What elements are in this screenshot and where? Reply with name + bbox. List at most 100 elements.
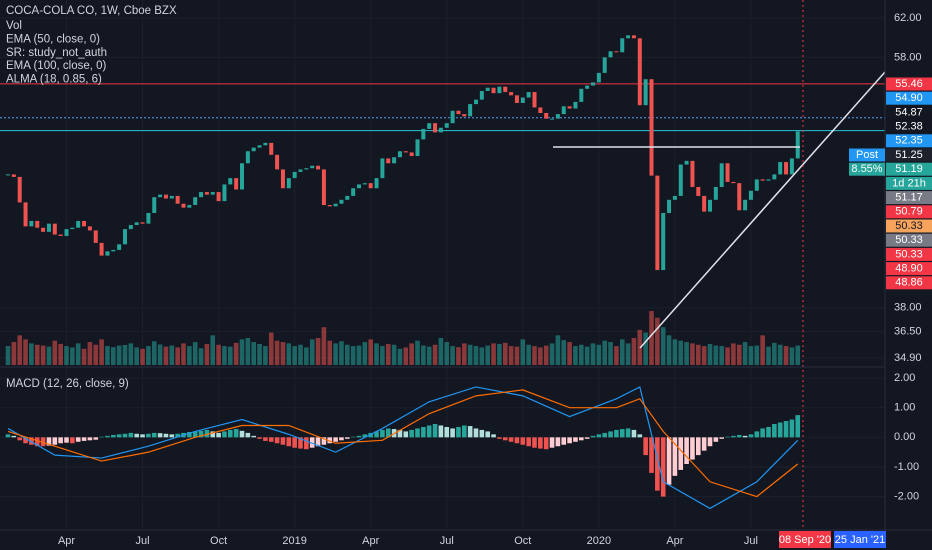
macd-histogram-bar	[543, 437, 549, 450]
volume-bar	[17, 335, 22, 365]
candle-body	[128, 225, 133, 230]
x-tick-label: Oct	[514, 535, 531, 547]
macd-histogram-bar	[660, 437, 666, 497]
macd-histogram-bar	[684, 437, 689, 464]
candle-body	[298, 169, 303, 172]
candle-body	[339, 199, 344, 204]
candle-body	[70, 227, 75, 230]
macd-histogram-bar	[128, 432, 134, 438]
volume-bar	[421, 345, 426, 365]
candle-body	[456, 110, 461, 115]
macd-histogram-bar	[573, 437, 578, 442]
volume-bar	[315, 338, 321, 365]
volume-bar	[58, 343, 63, 365]
date-marker	[779, 531, 831, 548]
candle-body	[620, 38, 625, 53]
candle-body	[397, 151, 402, 158]
macd-histogram-bar	[397, 429, 403, 438]
macd-histogram-bar	[11, 435, 17, 438]
candle-body	[602, 57, 607, 73]
candle-body	[474, 99, 478, 105]
candle-body	[667, 199, 672, 213]
candle-body	[228, 178, 233, 185]
volume-bar	[29, 343, 34, 365]
macd-histogram-bar	[690, 437, 695, 460]
volume-bar	[678, 340, 684, 365]
macd-histogram-bar	[268, 437, 274, 442]
candle-body	[222, 184, 227, 202]
volume-bar	[397, 348, 403, 365]
candle-body	[631, 35, 636, 39]
volume-bar	[64, 346, 69, 365]
candle-body	[269, 142, 274, 155]
volume-bar	[362, 342, 368, 365]
candle-body	[327, 205, 332, 207]
macd-histogram-bar	[473, 428, 479, 438]
volume-bar	[187, 346, 192, 365]
volume-bar	[672, 339, 678, 365]
volume-bar	[415, 340, 420, 365]
macd-histogram-bar	[467, 426, 473, 438]
macd-histogram-bar	[263, 437, 268, 441]
volume-bar	[450, 346, 455, 365]
volume-bar	[619, 339, 625, 365]
candle-body	[345, 195, 350, 200]
macd-histogram-bar	[298, 437, 303, 449]
volume-bar	[491, 343, 496, 365]
macd-histogram-bar	[456, 426, 461, 438]
volume-bar	[660, 327, 666, 365]
volume-bar	[40, 345, 46, 365]
x-tick-label: Oct	[210, 535, 227, 547]
macd-line	[7, 386, 799, 510]
macd-histogram-bar	[643, 437, 648, 456]
macd-histogram-bar	[356, 435, 362, 438]
candle-body	[608, 51, 613, 58]
price-label-box	[886, 219, 932, 233]
macd-histogram-bar	[257, 437, 262, 439]
candle-body	[216, 192, 221, 202]
candle-body	[795, 131, 800, 159]
price-tag: Post	[856, 149, 878, 161]
price-label-box	[886, 233, 932, 247]
candle-body	[111, 249, 116, 252]
date-marker-label: 25 Jan '21	[835, 534, 885, 546]
macd-histogram-bar	[134, 433, 139, 438]
macd-histogram-bar	[292, 437, 297, 448]
candle-body	[152, 197, 157, 213]
macd-histogram-bar	[23, 437, 28, 444]
macd-layer	[5, 386, 801, 510]
volume-bar	[532, 346, 537, 365]
date-marker	[834, 531, 886, 548]
volume-bar	[795, 345, 801, 365]
volume-bar	[701, 346, 707, 365]
x-tick-label: 2020	[587, 535, 611, 547]
volume-bar	[766, 346, 771, 365]
volume-bar	[777, 344, 783, 365]
candle-body	[760, 179, 765, 181]
macd-histogram-bar	[579, 437, 584, 441]
candle-body	[754, 179, 759, 191]
candle-body	[245, 151, 250, 164]
volume-bar	[87, 342, 93, 365]
candle-body	[479, 90, 484, 100]
macd-histogram-bar	[286, 437, 292, 447]
volume-bar	[754, 345, 760, 365]
y-tick-label: 1.00	[894, 402, 915, 414]
candle-body	[374, 178, 379, 189]
candle-body	[392, 157, 397, 164]
candle-body	[11, 174, 16, 177]
macd-histogram-bar	[368, 432, 373, 438]
price-label-box	[886, 105, 932, 119]
x-tick-label: Apr	[666, 535, 683, 547]
macd-histogram-bar	[783, 421, 789, 438]
candle-body	[778, 162, 783, 175]
candle-body	[468, 104, 473, 117]
x-tick-label: Jul	[744, 535, 758, 547]
macd-histogram-bar	[245, 432, 251, 438]
macd-histogram-bar	[438, 425, 444, 438]
macd-histogram-bar	[520, 437, 526, 445]
macd-histogram-bar	[625, 428, 631, 438]
candle-body	[386, 158, 391, 164]
volume-bar	[602, 340, 607, 365]
macd-histogram-bar	[508, 437, 514, 442]
